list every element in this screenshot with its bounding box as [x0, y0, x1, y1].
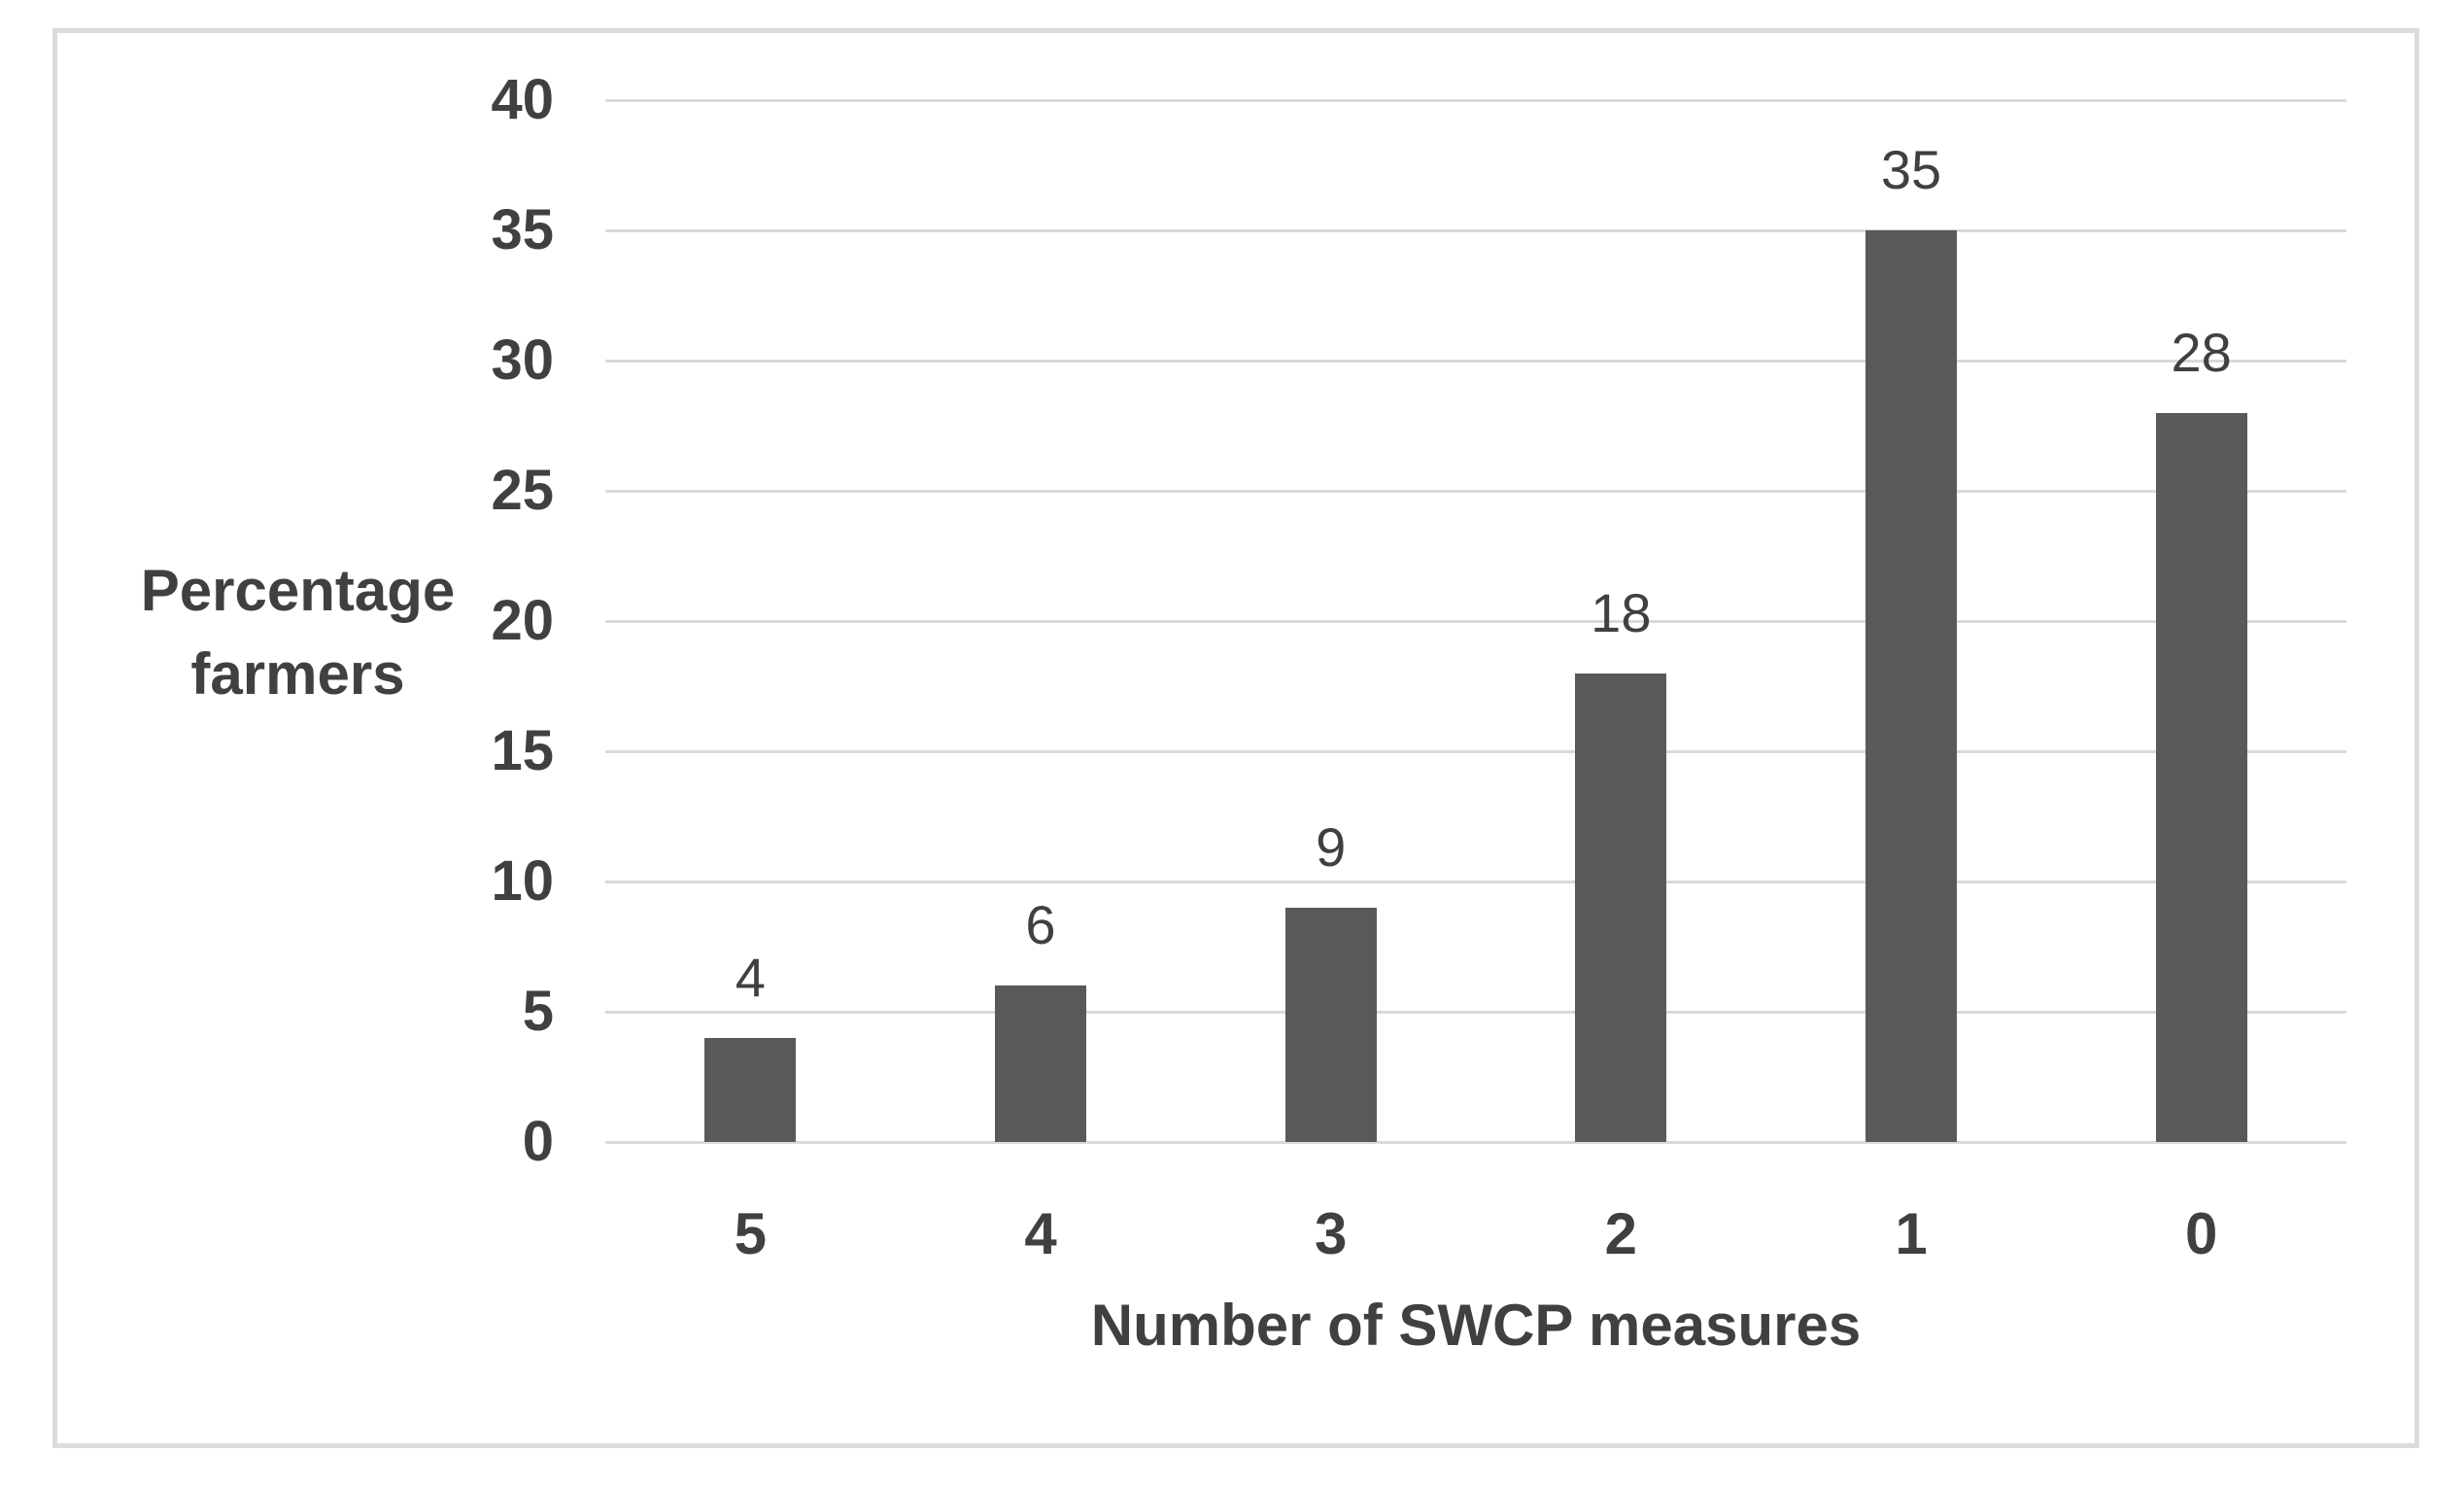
bar-value-label: 18: [1591, 581, 1652, 643]
y-axis-title: Percentage farmers: [140, 558, 456, 707]
gridline: [605, 229, 2346, 232]
gridline: [605, 99, 2346, 102]
bar: [995, 985, 1086, 1142]
y-tick-label: 25: [491, 459, 554, 522]
y-tick-label: 10: [491, 849, 554, 913]
bar: [1575, 673, 1667, 1142]
bar: [1284, 907, 1377, 1142]
bar: [704, 1037, 797, 1142]
bar-value-label: 35: [1880, 139, 1942, 200]
gridline: [605, 1141, 2346, 1144]
gridline: [605, 1011, 2346, 1014]
bar: [2155, 412, 2247, 1142]
gridline: [605, 360, 2346, 363]
y-tick-label: 0: [522, 1110, 554, 1173]
gridline: [605, 490, 2346, 493]
x-tick-label: 0: [2184, 1201, 2218, 1266]
y-tick-label: 35: [491, 198, 554, 261]
bar-value-label: 28: [2171, 321, 2232, 383]
bar-value-label: 4: [735, 946, 766, 1008]
y-tick-label: 15: [491, 719, 554, 782]
bar-value-label: 9: [1316, 815, 1347, 878]
y-tick-label: 5: [522, 980, 554, 1043]
x-tick-label: 1: [1895, 1201, 1928, 1266]
x-tick-label: 4: [1024, 1201, 1057, 1266]
gridline: [605, 620, 2346, 623]
x-tick-label: 3: [1314, 1201, 1348, 1266]
y-tick-label: 20: [491, 589, 554, 652]
x-tick-label: 2: [1604, 1201, 1638, 1266]
y-tick-label: 30: [491, 328, 554, 392]
gridline: [605, 881, 2346, 883]
gridline: [605, 750, 2346, 753]
bar: [1865, 230, 1957, 1142]
x-tick-label: 5: [734, 1201, 768, 1266]
x-axis-title: Number of SWCP measures: [1090, 1293, 1862, 1358]
y-tick-label: 40: [491, 68, 554, 131]
bar-value-label: 6: [1025, 894, 1056, 956]
chart-frame: [52, 28, 2419, 1448]
